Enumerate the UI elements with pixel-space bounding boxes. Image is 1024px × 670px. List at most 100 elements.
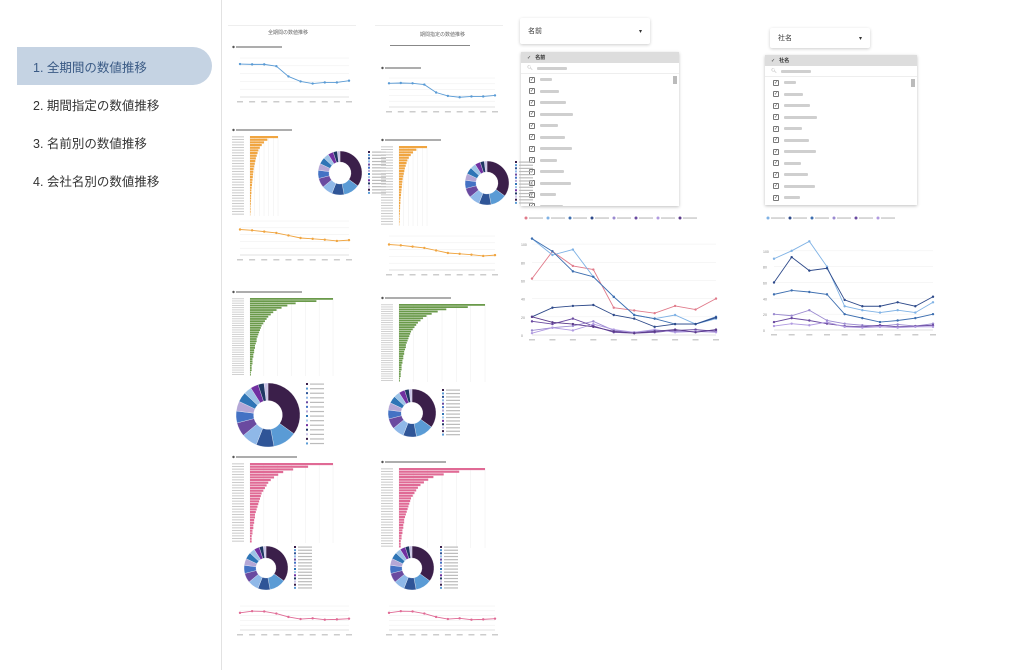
checkbox[interactable]: ✓ [773, 102, 779, 109]
x-tick [456, 111, 463, 113]
filter-option[interactable]: ✓ [765, 77, 917, 89]
filter-option[interactable]: ✓ [521, 155, 679, 167]
data-point [493, 94, 497, 97]
search-input[interactable]: 🔍︎ [521, 63, 679, 74]
checkbox[interactable]: ✓ [773, 91, 779, 98]
legend-label [372, 151, 386, 153]
legend-swatch [306, 419, 308, 422]
nav-item-by-name[interactable]: 3. 名前別の数値推移 [33, 136, 147, 151]
filter-option[interactable]: ✓ [521, 201, 679, 206]
bar-label [381, 344, 393, 346]
filter-option[interactable]: ✓ [765, 123, 917, 135]
legend-marker [788, 216, 792, 220]
filter-option[interactable]: ✓ [521, 132, 679, 144]
bar [399, 308, 447, 311]
filter-option[interactable]: ✓ [521, 109, 679, 121]
data-point [458, 617, 461, 620]
filter-option[interactable]: ✓ [521, 86, 679, 98]
data-point [275, 64, 278, 68]
bar [250, 331, 260, 334]
bar-label [232, 354, 244, 355]
legend-swatch [515, 173, 517, 176]
legend-label [444, 587, 458, 589]
legend-swatch [294, 564, 296, 567]
nav-item-range[interactable]: 2. 期間指定の数値推移 [33, 98, 160, 113]
range-slider[interactable] [390, 45, 470, 46]
checkbox[interactable]: ✓ [773, 114, 779, 121]
checkbox[interactable]: ✓ [773, 125, 779, 132]
checkbox[interactable]: ✓ [529, 111, 535, 118]
filter-option[interactable]: ✓ [765, 158, 917, 170]
filter-option[interactable]: ✓ [765, 169, 917, 181]
checkbox[interactable]: ✓ [529, 88, 535, 95]
bar-label [232, 138, 244, 141]
select-all-row[interactable]: ✓ 名前 [521, 52, 679, 63]
checkbox[interactable]: ✓ [529, 76, 535, 83]
data-point [843, 305, 846, 308]
legend-swatch [294, 574, 296, 577]
name-select[interactable]: 名前 ▾ [520, 18, 650, 44]
company-select[interactable]: 社名 ▾ [770, 28, 870, 48]
filter-option[interactable]: ✓ [765, 204, 917, 206]
filter-option[interactable]: ✓ [765, 192, 917, 204]
filter-option[interactable]: ✓ [765, 100, 917, 112]
filter-option[interactable]: ✓ [765, 112, 917, 124]
data-point [434, 91, 438, 94]
legend-label [298, 568, 312, 570]
y-tick-label: 40 [763, 297, 767, 301]
bar-label [381, 351, 393, 352]
data-point [387, 243, 391, 246]
bar [250, 146, 260, 149]
filter-option[interactable]: ✓ [521, 120, 679, 132]
bar-label [232, 298, 244, 300]
legend-label [372, 173, 386, 175]
filter-option[interactable]: ✓ [521, 166, 679, 178]
checkbox[interactable]: ✓ [773, 194, 779, 201]
filter-option[interactable]: ✓ [765, 146, 917, 158]
x-tick [321, 634, 328, 636]
checkbox[interactable]: ✓ [773, 183, 779, 190]
legend-label [310, 397, 324, 399]
data-point [530, 320, 534, 323]
filter-option[interactable]: ✓ [765, 181, 917, 193]
checkbox[interactable]: ✓ [529, 99, 535, 106]
nav-item-by-company[interactable]: 4. 会社名別の数値推移 [33, 174, 160, 189]
filter-option[interactable]: ✓ [521, 189, 679, 201]
filter-option[interactable]: ✓ [521, 74, 679, 86]
bar [250, 340, 257, 343]
scrollbar[interactable] [911, 79, 915, 87]
search-input[interactable]: 🔍︎ [765, 66, 917, 77]
bar [250, 313, 271, 316]
filter-option[interactable]: ✓ [765, 135, 917, 147]
data-point [633, 331, 636, 335]
checkbox[interactable]: ✓ [529, 145, 535, 152]
filter-option[interactable]: ✓ [765, 89, 917, 101]
x-tick [421, 274, 428, 276]
checkbox[interactable]: ✓ [529, 134, 535, 141]
data-point [861, 326, 864, 329]
option-label [784, 161, 801, 165]
checkbox[interactable]: ✓ [773, 148, 779, 155]
nav-item-all-period[interactable]: 1. 全期間の数値推移 [17, 47, 212, 85]
filter-option[interactable]: ✓ [521, 178, 679, 190]
trend-line-chart [386, 77, 498, 113]
checkbox[interactable]: ✓ [773, 137, 779, 144]
bar [250, 152, 258, 155]
bar-label [381, 339, 393, 341]
x-tick [397, 111, 404, 113]
filter-option[interactable]: ✓ [521, 143, 679, 155]
filter-option[interactable]: ✓ [521, 97, 679, 109]
bar [399, 518, 405, 521]
checkbox[interactable]: ✓ [529, 157, 535, 164]
bar-label [381, 342, 393, 344]
checkbox[interactable]: ✓ [773, 160, 779, 167]
scrollbar[interactable] [673, 76, 677, 84]
checkbox[interactable]: ✓ [529, 203, 535, 206]
checkbox[interactable]: ✓ [529, 122, 535, 129]
checkbox[interactable]: ✓ [773, 79, 779, 86]
x-tick [824, 334, 830, 336]
select-all-row[interactable]: ✓ 社名 [765, 55, 917, 66]
x-tick [788, 334, 795, 336]
data-point [250, 63, 254, 66]
checkbox[interactable]: ✓ [773, 171, 779, 178]
